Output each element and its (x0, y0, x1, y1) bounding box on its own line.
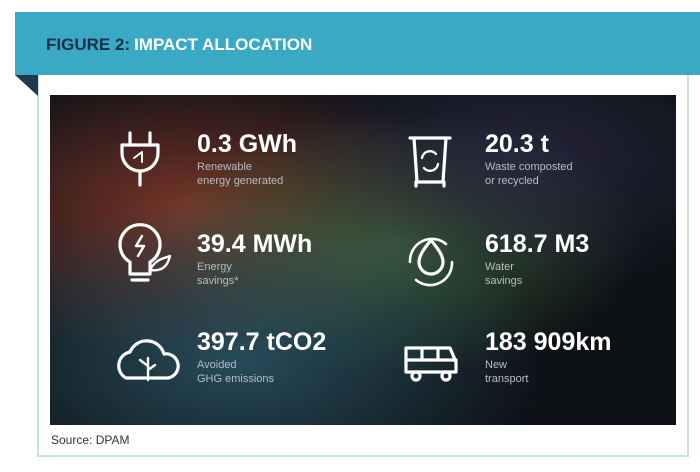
header-band (15, 12, 700, 75)
metric-value: 39.4 MWh (197, 230, 312, 258)
metric-description: transport (485, 373, 528, 385)
items: 0.3 GWh Renewable energy generated 20.3 t Wa… (197, 130, 612, 385)
metric-description: or recycled (485, 175, 539, 187)
bin-icon (408, 136, 452, 188)
metric-value: 20.3 t (485, 130, 550, 158)
header-text: FIGURE 2: IMPACT ALLOCATION (46, 35, 312, 54)
figure-label: FIGURE 2: (46, 35, 130, 54)
metric-description: Energy (197, 261, 232, 273)
bulb-icon (118, 223, 172, 282)
metric-value: 183 909km (485, 328, 612, 356)
metric-description: savings (485, 275, 523, 287)
metric-description: GHG emissions (197, 373, 275, 385)
metric-description: energy generated (197, 175, 283, 187)
van-icon (404, 346, 458, 382)
metric-value: 0.3 GWh (197, 130, 297, 158)
source: Source: DPAM (51, 433, 129, 447)
water-icon (408, 237, 454, 287)
plug-icon (120, 131, 160, 187)
metric-value: 397.7 tCO2 (197, 328, 326, 356)
metric-description: Water (485, 261, 514, 273)
metric-description: Renewable (197, 161, 252, 173)
metric-description: savings* (197, 275, 239, 287)
metric-description: Waste composted (485, 161, 573, 173)
header-title: IMPACT ALLOCATION (134, 35, 312, 54)
metric-description: Avoided (197, 359, 237, 371)
metric-description: New (485, 359, 507, 371)
cloud-icon (117, 339, 180, 382)
header-fold (15, 75, 38, 96)
metric-value: 618.7 M3 (485, 230, 589, 258)
